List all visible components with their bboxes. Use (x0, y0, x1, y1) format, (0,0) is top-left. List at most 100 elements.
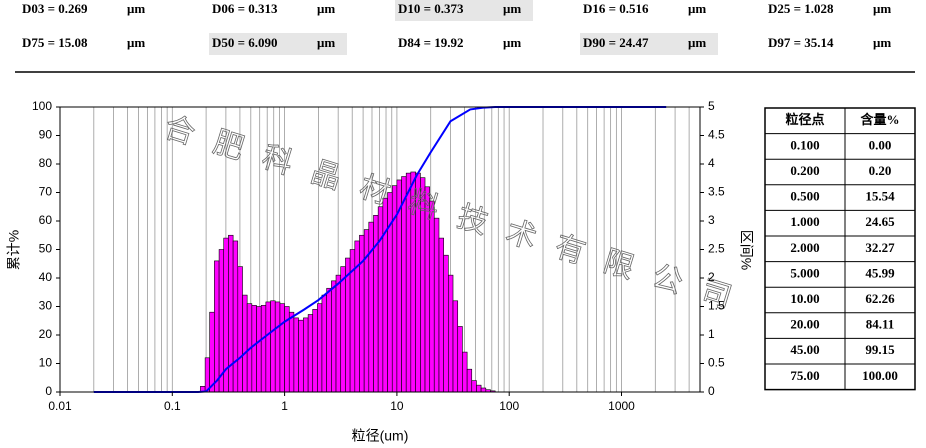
histogram-bar (279, 303, 285, 393)
table-cell: 15.54 (865, 189, 895, 204)
histogram-bar (298, 319, 304, 393)
stat-value: D25 = 1.028 (768, 1, 834, 16)
y2-tick-label: 2 (708, 270, 715, 284)
histogram-bar (218, 249, 225, 393)
histogram-bar (228, 234, 234, 393)
histogram-bar (429, 200, 435, 393)
histogram-bar (382, 197, 388, 393)
y2-tick-label: 0 (708, 384, 715, 398)
x-tick-label: 1000 (608, 399, 635, 413)
histogram-bar (204, 357, 210, 393)
y2-axis-title: 区间% (738, 230, 754, 270)
histogram-bar (466, 368, 473, 393)
histogram-bar (270, 300, 276, 393)
x-tick-label: 0.01 (48, 399, 72, 413)
table-cell: 2.000 (790, 240, 819, 255)
stat-value: D50 = 6.090 (212, 35, 278, 50)
histogram-bar (359, 234, 365, 393)
stat-unit: μm (688, 35, 706, 50)
table-cell: 45.99 (865, 265, 895, 280)
stat-unit: μm (688, 1, 706, 16)
histogram-bar (345, 257, 351, 393)
table-cell: 100.00 (862, 368, 898, 383)
table-cell: 75.00 (790, 368, 819, 383)
y2-tick-label: 0.5 (708, 356, 725, 370)
y-tick-label: 40 (39, 270, 53, 284)
histogram-bar (288, 311, 295, 393)
histogram-bar (452, 300, 459, 393)
histogram-bar (476, 384, 482, 393)
histogram-bar (462, 351, 468, 393)
table-cell: 1.000 (790, 214, 819, 229)
stat-value: D90 = 24.47 (583, 35, 649, 50)
histogram-bar (326, 287, 332, 393)
cumulative-line (93, 106, 667, 393)
x-tick-label: 10 (390, 399, 404, 413)
y2-tick-label: 4.5 (708, 128, 725, 142)
y2-tick-label: 3 (708, 213, 715, 227)
table-frame (764, 107, 916, 391)
histogram-bar (443, 254, 449, 393)
histogram-bar (457, 326, 463, 393)
y2-tick-label: 5 (708, 99, 715, 113)
x-axis-title: 粒径(um) (352, 428, 409, 444)
histogram-bar (307, 314, 314, 393)
y-tick-label: 70 (39, 185, 53, 199)
table-cell: 5.000 (790, 265, 819, 280)
histogram-bar (265, 301, 271, 393)
stat-unit: μm (317, 35, 335, 50)
histogram-bar (377, 206, 384, 393)
histogram-bar (214, 260, 220, 393)
histogram-bar (274, 301, 281, 393)
stat-highlight (209, 33, 347, 55)
y2-tick-label: 1 (708, 327, 715, 341)
histogram-bar (433, 217, 440, 393)
table-cell: 24.65 (865, 214, 895, 229)
table-cell: 32.27 (865, 240, 895, 255)
histogram-bar (293, 317, 299, 393)
y-tick-label: 50 (39, 242, 53, 256)
table-header: 含量% (859, 112, 899, 127)
y-tick-label: 60 (39, 213, 53, 227)
stat-value: D75 = 15.08 (22, 35, 88, 50)
stat-value: D06 = 0.313 (212, 1, 278, 16)
table-cell: 62.26 (865, 291, 895, 306)
stat-value: D97 = 35.14 (768, 35, 834, 50)
y2-tick-label: 3.5 (708, 185, 725, 199)
y-tick-label: 90 (39, 128, 53, 142)
stat-unit: μm (503, 35, 521, 50)
table-cell: 0.100 (790, 137, 819, 152)
histogram-bar (335, 274, 342, 393)
histogram-bar (312, 309, 318, 393)
table-cell: 0.500 (790, 189, 819, 204)
histogram-bar (303, 317, 309, 393)
histogram-bar (260, 305, 267, 393)
y-axis-title: 累计% (6, 230, 22, 270)
stat-value: D10 = 0.373 (398, 1, 464, 16)
stat-unit: μm (127, 1, 145, 16)
table-cell: 0.00 (869, 137, 892, 152)
histogram-bar (209, 311, 215, 393)
stat-value: D03 = 0.269 (22, 1, 88, 16)
histogram-bar (471, 380, 477, 393)
stat-highlight (395, 0, 533, 21)
y-tick-label: 30 (39, 299, 53, 313)
table-cell: 20.00 (790, 317, 819, 332)
stat-value: D16 = 0.516 (583, 1, 649, 16)
table-cell: 0.200 (790, 163, 819, 178)
marks (93, 106, 667, 393)
y-tick-label: 20 (39, 327, 53, 341)
y2-tick-label: 2.5 (708, 242, 725, 256)
table-header: 粒径点 (785, 112, 824, 127)
histogram-bar (256, 306, 262, 393)
stat-unit: μm (503, 1, 521, 16)
y-tick-label: 100 (32, 99, 52, 113)
stat-highlight (580, 33, 718, 55)
stat-unit: μm (317, 1, 335, 16)
y-tick-label: 10 (39, 356, 53, 370)
stat-unit: μm (127, 35, 145, 50)
histogram-bar (340, 266, 346, 393)
histogram-bar (242, 294, 248, 393)
histogram-bar (331, 280, 337, 393)
